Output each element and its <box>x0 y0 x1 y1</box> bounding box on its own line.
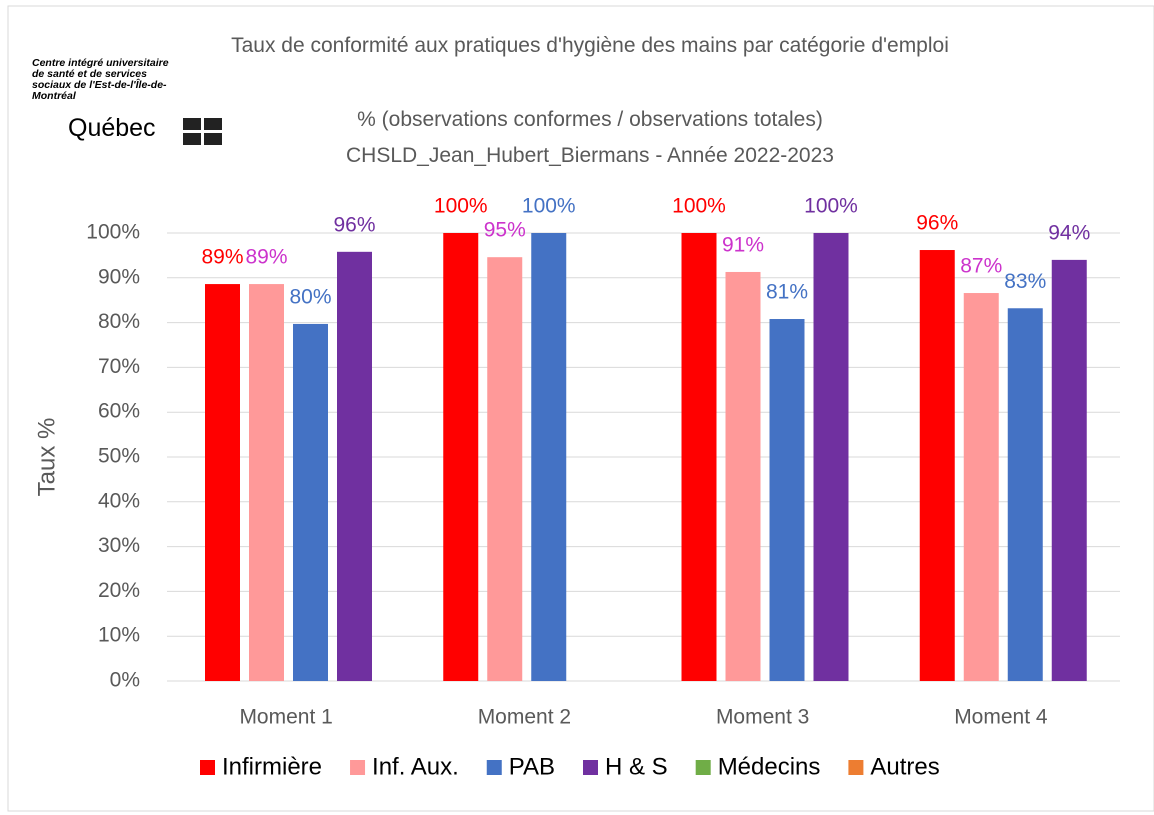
x-tick-label: Moment 3 <box>716 706 809 729</box>
x-tick-label: Moment 2 <box>478 706 571 729</box>
y-tick-label: 100% <box>86 221 140 244</box>
bar <box>249 284 284 681</box>
legend-label: H & S <box>605 753 668 780</box>
legend-swatch <box>486 760 502 775</box>
y-axis-label: Taux % <box>33 418 60 497</box>
bar <box>919 250 955 682</box>
bar <box>443 233 479 681</box>
legend-label: Autres <box>870 753 939 780</box>
legend-swatch <box>583 760 598 775</box>
x-tick-label: Moment 1 <box>239 706 332 729</box>
data-label: 96% <box>916 212 958 235</box>
y-tick-label: 30% <box>98 534 140 557</box>
data-label: 91% <box>722 234 764 257</box>
bar <box>1007 308 1043 681</box>
bar <box>487 257 523 681</box>
y-tick-label: 50% <box>98 445 140 468</box>
bar <box>205 284 240 681</box>
legend-swatch <box>350 760 366 775</box>
data-label: 100% <box>522 195 576 218</box>
legend-label: Infirmière <box>222 753 322 780</box>
logo-text: Centre intégré universitaire de santé et… <box>32 57 169 102</box>
bar <box>337 251 372 682</box>
chart-subtitle: CHSLD_Jean_Hubert_Biermans - Année 2022-… <box>346 144 834 167</box>
data-label: 100% <box>672 195 726 218</box>
data-label: 83% <box>1004 270 1046 293</box>
data-label: 87% <box>960 255 1002 278</box>
y-tick-label: 0% <box>110 669 140 692</box>
legend-label: Inf. Aux. <box>372 753 459 780</box>
bar <box>1051 259 1087 681</box>
legend-label: Médecins <box>718 753 821 780</box>
y-tick-label: 10% <box>98 624 140 647</box>
data-label: 94% <box>1048 221 1090 244</box>
bar <box>963 293 999 681</box>
logo-flag <box>183 118 222 145</box>
bar <box>813 233 849 681</box>
y-tick-label: 20% <box>98 579 140 602</box>
data-label: 89% <box>201 246 243 269</box>
data-label: 96% <box>333 213 375 236</box>
legend-swatch <box>848 760 864 775</box>
data-label: 100% <box>434 195 488 218</box>
chart-border <box>7 5 1154 812</box>
x-tick-label: Moment 4 <box>954 706 1048 729</box>
chart-title: Taux de conformité aux pratiques d'hygiè… <box>231 34 949 57</box>
y-tick-label: 40% <box>98 489 140 512</box>
bar <box>531 233 567 681</box>
logo-name: Québec <box>68 114 156 142</box>
data-label: 95% <box>484 219 526 242</box>
legend-swatch <box>695 760 711 775</box>
bar <box>725 271 761 681</box>
bar <box>681 233 717 681</box>
y-tick-label: 60% <box>98 400 140 423</box>
bar <box>769 319 805 681</box>
y-tick-label: 90% <box>98 265 140 288</box>
chart-subtitle: % (observations conformes / observations… <box>357 108 823 131</box>
bar <box>293 323 328 681</box>
y-tick-label: 70% <box>98 355 140 378</box>
data-label: 80% <box>289 285 331 308</box>
data-label: 100% <box>804 195 858 218</box>
y-tick-label: 80% <box>98 310 140 333</box>
legend-label: PAB <box>509 753 555 780</box>
data-label: 89% <box>245 246 287 269</box>
data-label: 81% <box>766 281 808 304</box>
legend-swatch <box>200 760 215 775</box>
